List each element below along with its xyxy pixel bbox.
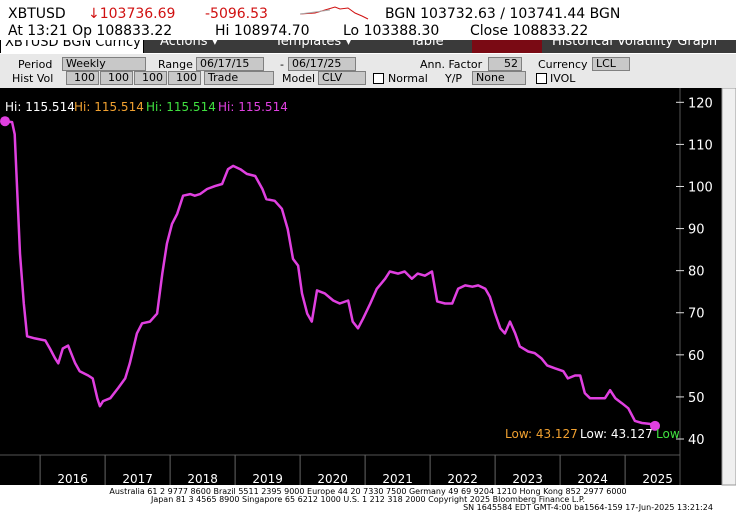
dropdown[interactable]: LCL: [592, 57, 630, 71]
series-line: [4, 119, 656, 427]
y-tick-label: 90: [688, 223, 705, 238]
hi-label: Hi: 115.514: [5, 100, 75, 114]
date-field[interactable]: 06/17/15: [196, 57, 264, 71]
checkbox[interactable]: [373, 73, 384, 84]
label: Normal: [388, 72, 428, 85]
low-label: Low: [656, 427, 680, 441]
label: Model: [282, 72, 316, 85]
chart: 40 50 60 70 80 90 100 110 120 2016 2017 2018 2019 202…: [0, 88, 736, 512]
label: Currency: [538, 58, 588, 71]
y-tick-label: 60: [688, 349, 705, 364]
label: IVOL: [550, 72, 576, 85]
ticker: XBTUSD: [8, 6, 66, 22]
hi-label: Hi: 115.514: [146, 100, 216, 114]
dropdown[interactable]: None: [472, 71, 526, 85]
label: -: [280, 58, 284, 71]
x-tick-label: 2016: [57, 472, 88, 486]
footer-line: Japan 81 3 4565 8900 Singapore 65 6212 1…: [150, 495, 585, 504]
x-tick-label: 2025: [642, 472, 673, 486]
menu-item[interactable]: Templates ▾: [275, 40, 352, 49]
open: At 13:21 Op 108833.22: [8, 23, 173, 39]
y-tick-label: 40: [688, 433, 705, 448]
label: Ann. Factor: [420, 58, 483, 71]
y-tick-label: 80: [688, 265, 705, 280]
scrollbar: [721, 88, 736, 486]
dropdown[interactable]: Trade: [204, 71, 274, 85]
footer-line: SN 1645584 EDT GMT-4:00 ba1564-159 17-Ju…: [463, 503, 713, 512]
high: Hi 108974.70: [215, 23, 310, 39]
menu-bar: XBTUSD BGN Curncy Actions ▾ Templates ▾ …: [0, 40, 736, 53]
label: Period: [18, 58, 53, 71]
x-tick-label: 2018: [187, 472, 218, 486]
y-tick-label: 70: [688, 307, 705, 322]
input[interactable]: 100: [134, 71, 167, 85]
x-tick-label: 2024: [577, 472, 608, 486]
y-tick-label: 110: [688, 138, 713, 153]
y-tick-label: 120: [688, 96, 713, 111]
input[interactable]: 100: [66, 71, 99, 85]
low-label: Low: 43.127: [505, 427, 578, 441]
input[interactable]: 100: [168, 71, 201, 85]
chart-background: [0, 88, 722, 485]
x-tick-label: 2022: [447, 472, 478, 486]
checkbox[interactable]: [536, 73, 547, 84]
y-tick-label: 100: [688, 180, 713, 195]
x-tick-label: 2019: [252, 472, 283, 486]
quote: BGN 103732.63 / 103741.44 BGN: [385, 6, 621, 22]
input[interactable]: 100: [100, 71, 133, 85]
menu-item[interactable]: Table: [410, 40, 444, 49]
menu-item[interactable]: Historical Volatility Graph: [552, 40, 718, 49]
label: Range: [158, 58, 193, 71]
end-marker: [0, 116, 10, 127]
x-tick-label: 2017: [122, 472, 153, 486]
sparkline: [300, 6, 369, 20]
label: Y/P: [445, 72, 463, 85]
low: Lo 103388.30: [343, 23, 440, 39]
dropdown[interactable]: CLV: [318, 71, 366, 85]
change: -5096.53: [205, 6, 268, 22]
x-tick-label: 2023: [512, 472, 543, 486]
input[interactable]: 52: [488, 57, 522, 71]
last-price: ↓103736.69: [88, 6, 176, 22]
menu-item[interactable]: Actions ▾: [160, 40, 219, 49]
dropdown[interactable]: Weekly: [62, 57, 146, 71]
label: Hist Vol: [12, 72, 54, 85]
end-marker: [650, 420, 660, 431]
hi-label: Hi: 115.514: [74, 100, 144, 114]
footer-line: Australia 61 2 9777 8600 Brazil 5511 239…: [109, 487, 626, 496]
security-field[interactable]: XBTUSD BGN Curncy: [0, 40, 144, 53]
x-tick-label: 2021: [382, 472, 413, 486]
y-tick-label: 50: [688, 391, 705, 406]
x-tick-label: 2020: [317, 472, 348, 486]
date-field[interactable]: 06/17/25: [288, 57, 356, 71]
menu-tab[interactable]: [472, 40, 542, 53]
hi-label: Hi: 115.514: [218, 100, 288, 114]
low-label: Low: 43.127: [580, 427, 653, 441]
close: Close 108833.22: [470, 23, 589, 39]
